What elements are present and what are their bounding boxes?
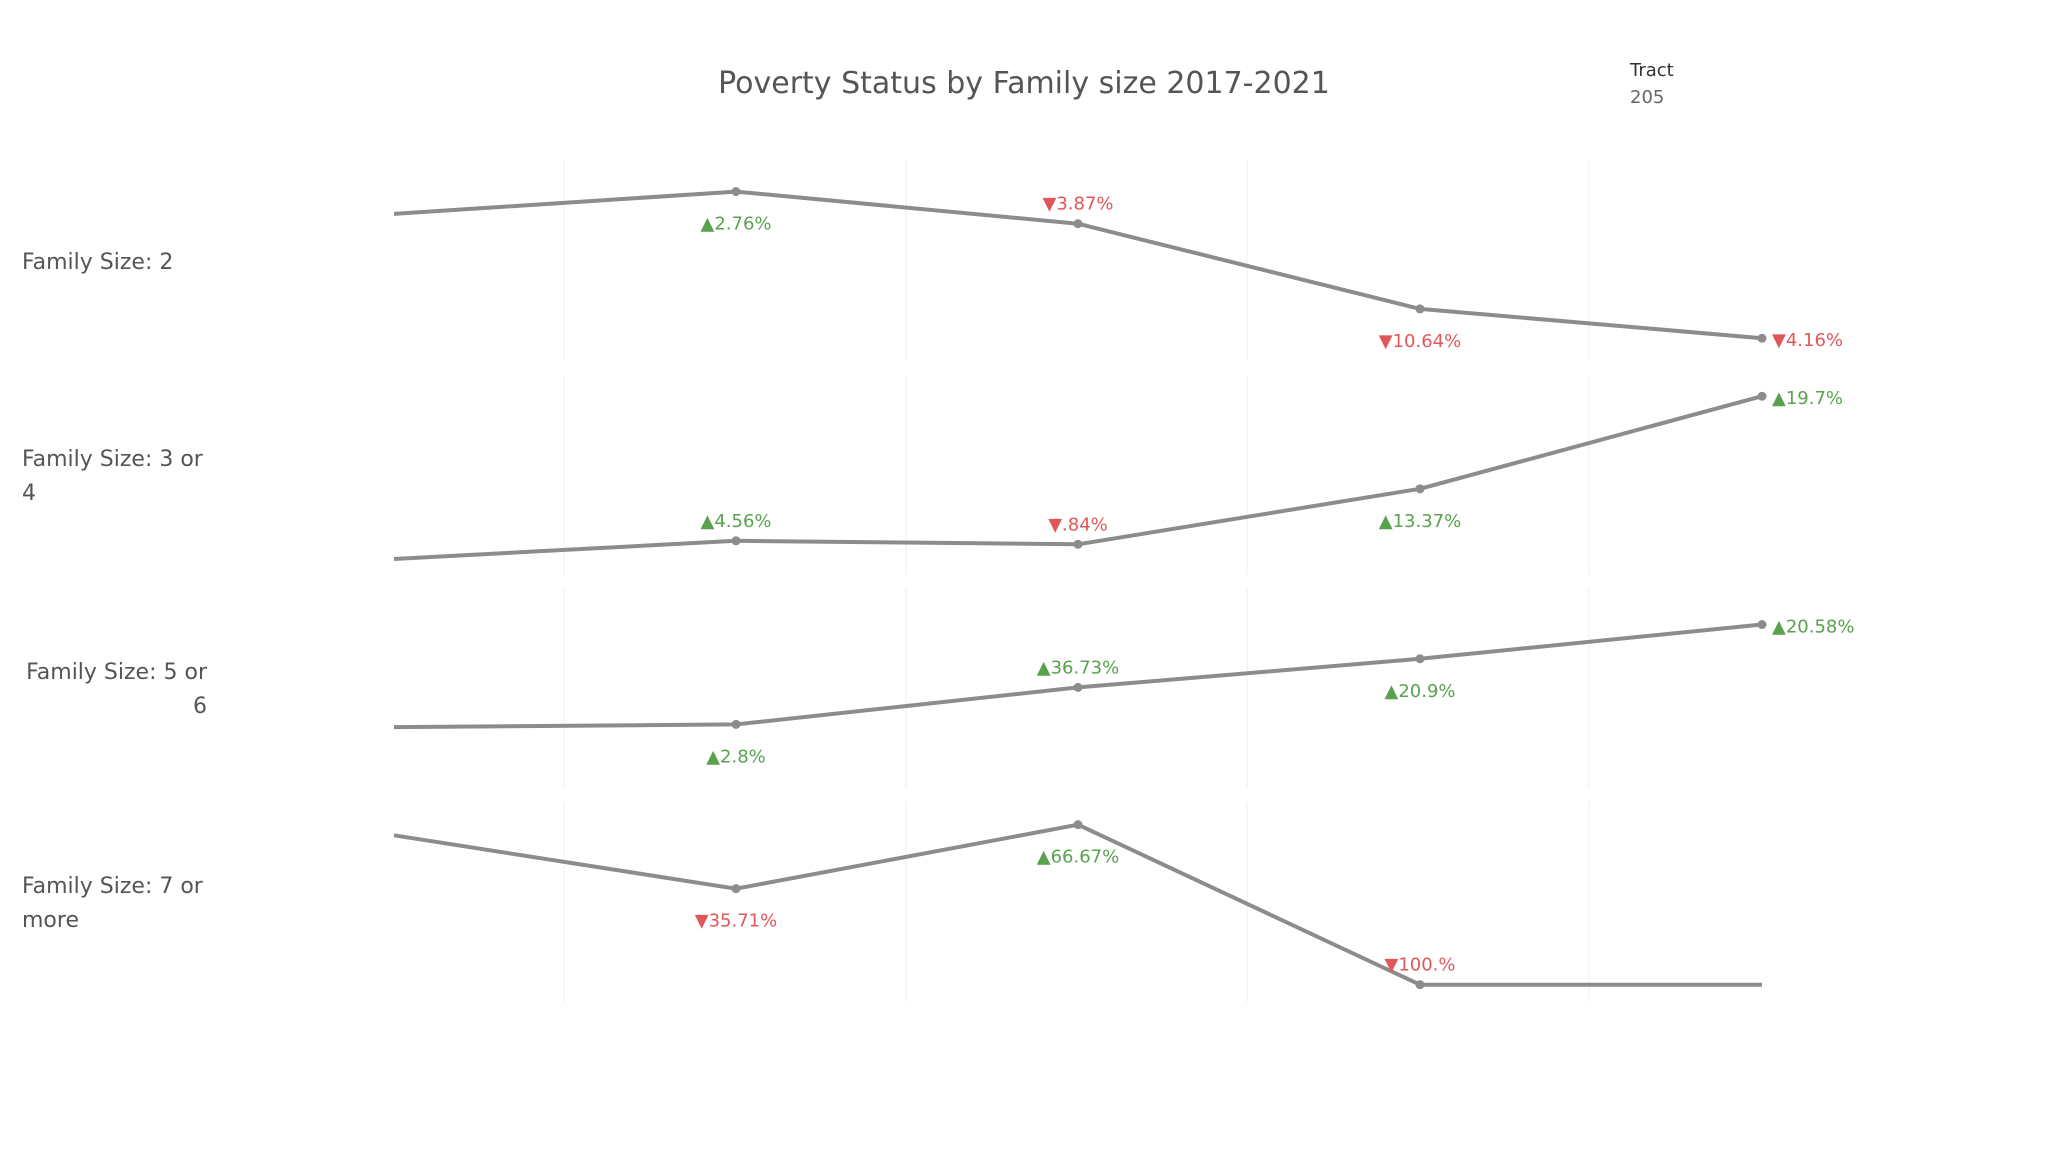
delta-label-0-1: ▲2.76% (700, 214, 771, 235)
delta-label-1-1: ▲4.56% (700, 511, 771, 532)
chart-title: Poverty Status by Family size 2017-2021 (718, 66, 1330, 101)
data-point-3-3 (1415, 980, 1425, 990)
delta-label-2-4: ▲20.58% (1772, 617, 1854, 638)
data-point-1-3 (1415, 484, 1425, 494)
data-point-1-2 (1073, 539, 1083, 549)
delta-label-0-2: ▼3.87% (1042, 194, 1113, 215)
row-label-family-size-7-or-more: Family Size: 7 or more (22, 874, 203, 933)
data-point-2-1 (731, 719, 741, 729)
data-point-1-4 (1757, 391, 1767, 401)
data-point-0-3 (1415, 304, 1425, 314)
data-point-0-2 (1073, 219, 1083, 229)
delta-label-1-3: ▲13.37% (1379, 511, 1461, 532)
data-point-2-3 (1415, 654, 1425, 664)
delta-label-1-2: ▼.84% (1048, 514, 1108, 535)
delta-label-1-4: ▲19.7% (1772, 388, 1843, 409)
tract-filter-value: 205 (1630, 87, 1665, 108)
tract-filter[interactable]: Tract 205 (1630, 60, 1674, 108)
data-point-2-2 (1073, 682, 1083, 692)
delta-label-2-1: ▲2.8% (706, 746, 766, 767)
delta-label-2-2: ▲36.73% (1037, 657, 1119, 678)
delta-label-2-3: ▲20.9% (1384, 681, 1455, 702)
delta-label-3-2: ▲66.67% (1037, 847, 1119, 868)
data-point-0-1 (731, 187, 741, 197)
delta-label-0-4: ▼4.16% (1772, 330, 1843, 351)
row-label-family-size-5-or-6: Family Size: 5 or 6 (26, 660, 207, 719)
row-label-family-size-3-or-4: Family Size: 3 or 4 (22, 447, 203, 506)
row-label-family-size-2: Family Size: 2 (22, 250, 174, 275)
data-point-3-2 (1073, 820, 1083, 830)
data-point-0-4 (1757, 333, 1767, 343)
data-point-1-1 (731, 536, 741, 546)
data-point-3-1 (731, 884, 741, 894)
delta-label-3-3: ▼100.% (1384, 955, 1455, 976)
data-point-2-4 (1757, 620, 1767, 630)
delta-label-0-3: ▼10.64% (1379, 331, 1461, 352)
tract-filter-label: Tract (1630, 60, 1674, 81)
delta-label-3-1: ▼35.71% (695, 911, 777, 932)
